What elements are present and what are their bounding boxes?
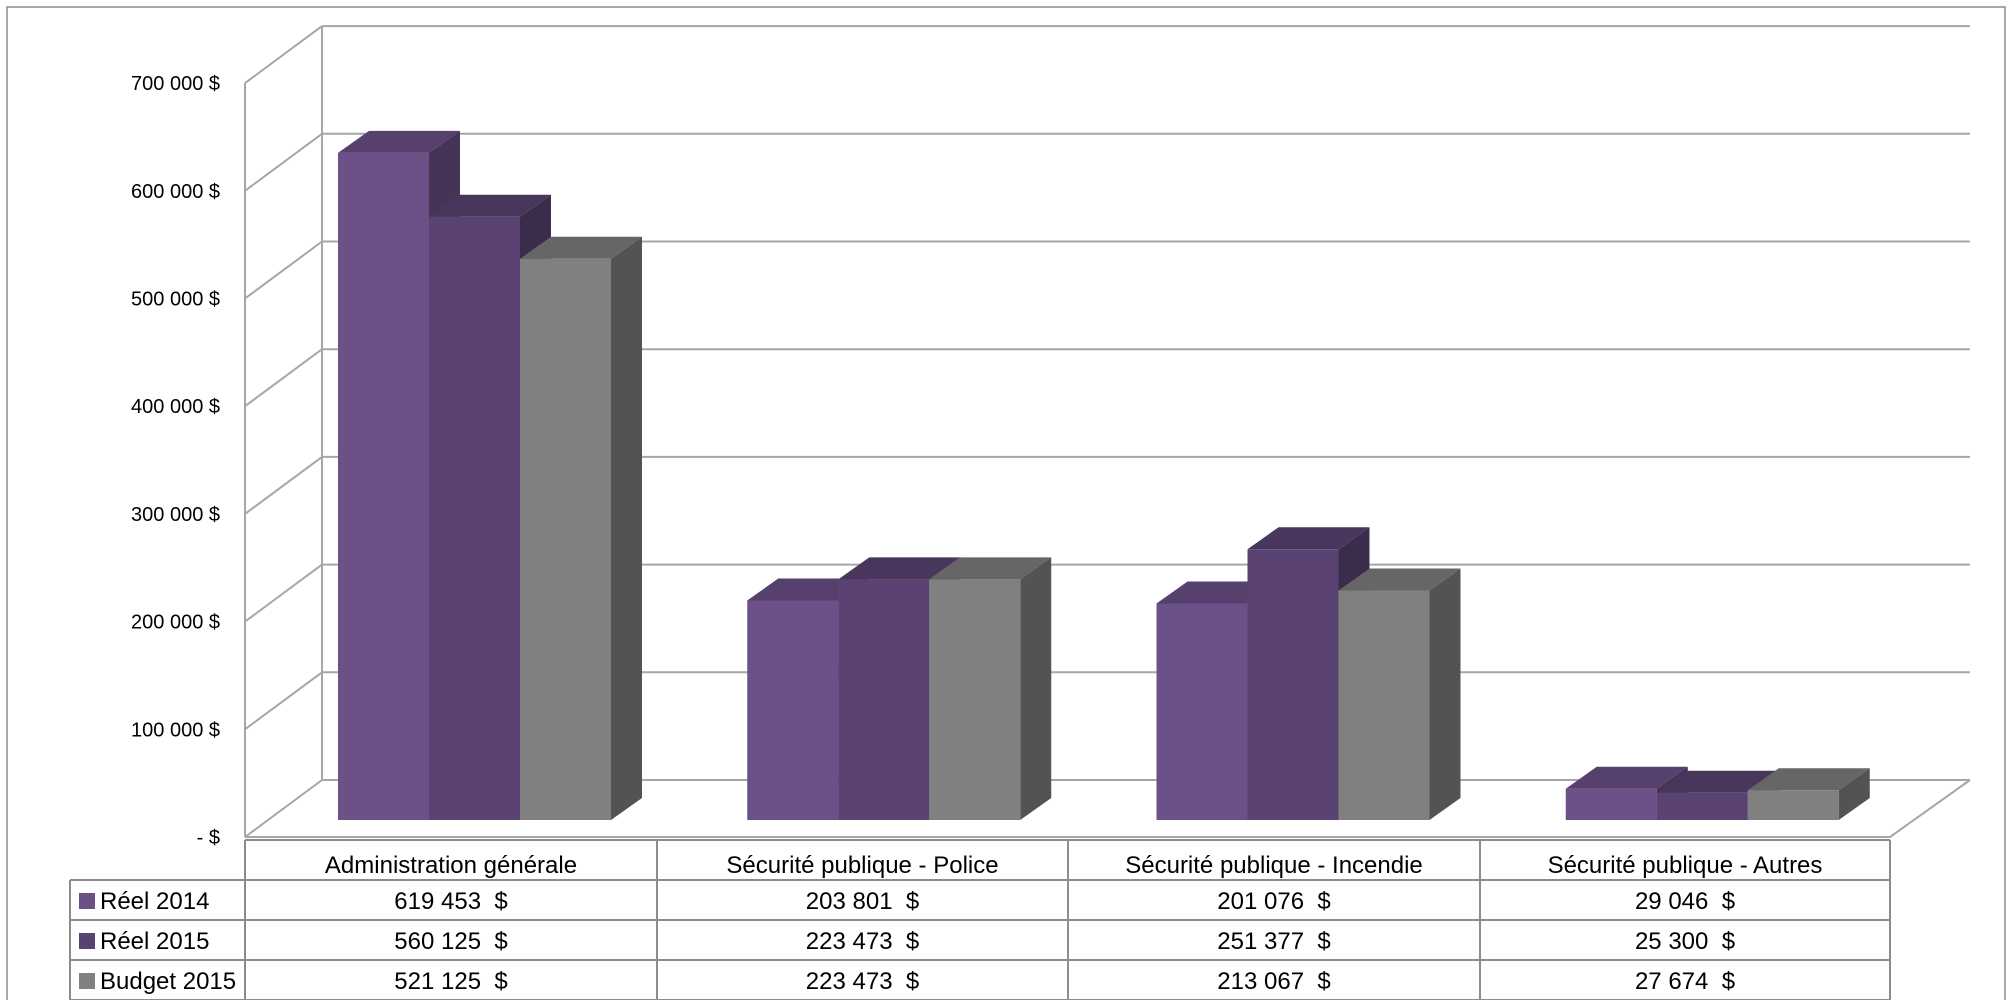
- bar-top: [1247, 527, 1370, 550]
- y-tick-label: 200 000 $: [131, 612, 220, 634]
- bar-front: [520, 258, 611, 820]
- legend-swatch: [79, 933, 95, 949]
- gridline-side: [244, 132, 323, 192]
- bar-front: [1656, 792, 1748, 820]
- legend-swatch: [79, 973, 95, 989]
- gridline-side: [244, 348, 323, 408]
- gridline-side: [244, 779, 323, 838]
- bar-front: [1565, 788, 1657, 820]
- category-label: Sécurité publique - Autres: [1548, 852, 1823, 879]
- bar: [1747, 768, 1870, 820]
- bar-top: [429, 194, 551, 217]
- y-axis-ticks: - $ 100 000 $ 200 000 $ 300 000 $ 400 000 $ 5…: [131, 73, 220, 849]
- series-name: Réel 2014: [100, 888, 209, 915]
- gridline-side: [244, 25, 323, 84]
- bar-side: [611, 236, 642, 820]
- data-table: Administration générale Sécurité publique…: [69, 839, 1891, 1000]
- series-name: Budget 2015: [100, 968, 236, 995]
- bar-front: [747, 600, 839, 820]
- bar-side: [1838, 768, 1870, 820]
- data-label: 251 377 $: [1217, 928, 1330, 955]
- y-tick-label: 600 000 $: [131, 181, 220, 203]
- y-tick-label: 400 000 $: [131, 396, 220, 418]
- bar-top: [929, 557, 1052, 580]
- data-label: 521 125 $: [394, 968, 507, 995]
- data-label: 223 473 $: [806, 968, 919, 995]
- legend-swatch: [79, 893, 95, 909]
- bar-top: [520, 236, 642, 259]
- bars: [338, 130, 1870, 821]
- data-label: 223 473 $: [806, 928, 919, 955]
- y-tick-label: 300 000 $: [131, 504, 220, 526]
- bar-front: [429, 216, 520, 821]
- bar-top: [1338, 568, 1461, 591]
- bar-side: [1020, 557, 1052, 820]
- y-tick-label: 700 000 $: [131, 73, 220, 95]
- bar-front: [1747, 790, 1839, 820]
- gridline-side: [244, 240, 323, 300]
- bar-top: [838, 557, 961, 580]
- data-label: 29 046 $: [1635, 888, 1735, 915]
- bar-top: [1565, 766, 1688, 789]
- bar-front: [1338, 590, 1430, 820]
- bar-front: [929, 579, 1021, 820]
- data-label: 27 674 $: [1635, 968, 1735, 995]
- category-label: Sécurité publique - Police: [726, 852, 998, 879]
- series-name: Réel 2015: [100, 928, 209, 955]
- gridline-side: [244, 456, 323, 515]
- y-tick-label: 500 000 $: [131, 289, 220, 311]
- bar-front: [1156, 603, 1248, 820]
- bar-front: [338, 152, 429, 820]
- y-tick-label: 100 000 $: [131, 719, 220, 741]
- bar: [1338, 568, 1461, 820]
- bar-front: [1247, 549, 1339, 820]
- gridline-side: [244, 671, 323, 731]
- data-label: 25 300 $: [1635, 928, 1735, 955]
- data-label: 560 125 $: [394, 928, 507, 955]
- bar-top: [1747, 768, 1870, 791]
- bar-side: [1429, 568, 1461, 820]
- gridline-side: [244, 563, 323, 623]
- y-tick-label: - $: [197, 827, 220, 849]
- category-label: Sécurité publique - Incendie: [1125, 852, 1423, 879]
- data-label: 619 453 $: [394, 888, 507, 915]
- bar-top: [1656, 770, 1779, 793]
- bar: [520, 236, 642, 820]
- data-label: 203 801 $: [806, 888, 919, 915]
- chart-border: [6, 6, 2006, 1000]
- bar: [929, 557, 1052, 820]
- bar-front: [838, 579, 930, 820]
- data-label: 201 076 $: [1217, 888, 1330, 915]
- floor-edge: [245, 779, 1971, 838]
- data-label: 213 067 $: [1217, 968, 1330, 995]
- bar-top: [338, 130, 460, 153]
- category-label: Administration générale: [325, 852, 577, 879]
